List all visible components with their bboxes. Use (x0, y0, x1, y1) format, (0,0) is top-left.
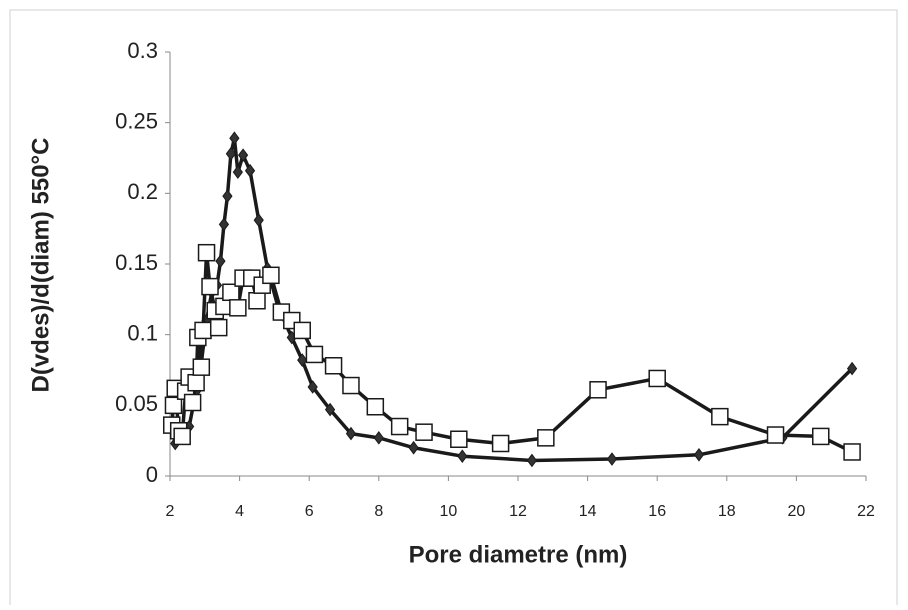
diamond-marker (218, 217, 230, 232)
y-tick-label: 0.05 (115, 391, 158, 416)
diamond-marker (297, 353, 308, 367)
x-tick-label: 8 (374, 503, 383, 520)
chart-frame (9, 9, 898, 610)
square-marker (366, 397, 385, 416)
y-tick-label: 0.25 (115, 108, 158, 133)
square-marker (164, 396, 183, 415)
x-tick-label: 16 (648, 503, 666, 520)
square-marker (812, 427, 830, 446)
square-marker (491, 434, 510, 453)
diamond-marker (225, 146, 237, 161)
square-marker (305, 345, 324, 364)
square-marker (183, 393, 202, 412)
square-marker (537, 429, 555, 447)
square-marker (229, 299, 247, 317)
square-marker (589, 381, 607, 399)
square-marker (390, 417, 409, 436)
y-axis-label: D(vdes)/d(diam) 550°C (27, 138, 54, 393)
y-tick-label: 0.2 (127, 179, 158, 204)
diamond-marker (307, 380, 318, 394)
diamond-marker (237, 148, 249, 163)
diamond-marker (526, 453, 538, 468)
x-tick-label: 22 (857, 503, 875, 520)
diamond-marker (345, 426, 357, 441)
x-tick-label: 14 (579, 503, 597, 520)
square-marker (342, 376, 360, 395)
square-marker (415, 423, 433, 441)
square-marker (194, 321, 212, 340)
x-tick-label: 20 (788, 503, 806, 520)
y-tick-label: 0 (146, 462, 158, 487)
diamond-marker (693, 447, 705, 462)
diamond-marker (253, 213, 264, 228)
square-marker (293, 321, 311, 340)
diamond-marker (606, 452, 618, 466)
diamond-marker (222, 189, 233, 203)
diamond-marker (846, 361, 858, 376)
x-tick-label: 12 (509, 503, 527, 520)
square-marker (843, 443, 861, 461)
y-tick-label: 0.1 (127, 320, 158, 345)
y-tick-label: 0.3 (127, 38, 158, 63)
square-marker (197, 243, 216, 262)
diamond-marker (229, 131, 240, 146)
square-marker (201, 277, 219, 296)
square-marker (187, 373, 205, 392)
x-tick-label: 18 (718, 503, 736, 520)
square-marker (766, 426, 785, 444)
x-axis-label: Pore diametre (nm) (409, 541, 628, 568)
diamond-marker (373, 431, 384, 445)
y-tick-label: 0.15 (115, 250, 158, 275)
square-marker (711, 407, 729, 426)
diamond-marker (244, 163, 256, 178)
square-marker (324, 357, 343, 375)
square-marker (262, 266, 280, 285)
square-marker (450, 430, 468, 449)
diamond-marker (408, 440, 419, 455)
square-marker (173, 427, 191, 446)
square-marker (248, 291, 266, 310)
square-marker (209, 318, 228, 337)
x-tick-label: 2 (166, 503, 175, 520)
diamond-marker (215, 254, 226, 269)
x-tick-label: 4 (235, 503, 244, 520)
square-marker (648, 369, 666, 388)
x-tick-label: 10 (440, 503, 458, 520)
x-tick-label: 6 (305, 503, 314, 520)
diamond-marker (324, 402, 336, 417)
square-marker (192, 358, 211, 376)
diamond-marker (457, 449, 468, 464)
diamond-marker (232, 165, 243, 179)
